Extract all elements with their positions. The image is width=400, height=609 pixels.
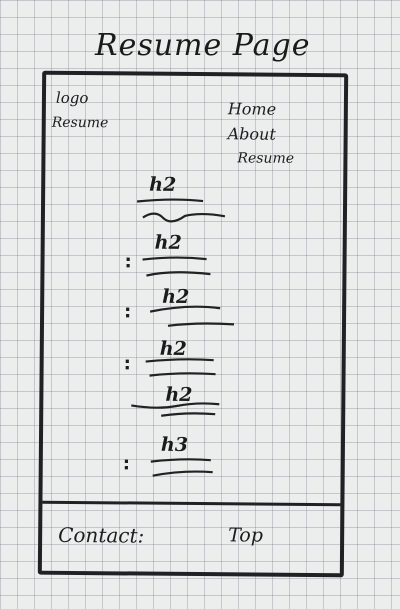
nav-item-home[interactable]: Home (227, 99, 277, 119)
placeholder-text-lines (142, 256, 211, 277)
nav-item-resume[interactable]: Resume (237, 150, 295, 167)
placeholder-text-lines (136, 198, 226, 223)
footer-divider (42, 500, 341, 507)
bullet-colon: : (124, 251, 132, 273)
nav-menu: Home About Resume (227, 96, 295, 172)
wireframe-page: logo Resume Home About Resume h2 : h2 : … (37, 70, 349, 578)
placeholder-text-lines (131, 402, 220, 417)
section-6: h3 (161, 434, 188, 456)
placeholder-text-lines (145, 358, 216, 377)
section-heading: h2 (149, 173, 177, 196)
site-name: Resume (51, 114, 109, 132)
section-heading: h2 (154, 231, 182, 254)
logo[interactable]: logo (55, 88, 89, 108)
bullet-colon: : (123, 353, 131, 375)
nav-item-about[interactable]: About (227, 124, 276, 144)
section-2: h2 (155, 232, 182, 254)
bullet-colon: : (124, 301, 132, 323)
footer-top-link[interactable]: Top (228, 524, 264, 547)
footer-contact[interactable]: Contact: (58, 522, 145, 548)
section-1: h2 (149, 174, 176, 196)
bullet-colon: : (122, 453, 131, 475)
placeholder-text-lines (149, 305, 235, 327)
page-title: Resume Page (95, 28, 311, 63)
placeholder-text-lines (150, 458, 213, 477)
section-heading: h3 (160, 433, 189, 456)
